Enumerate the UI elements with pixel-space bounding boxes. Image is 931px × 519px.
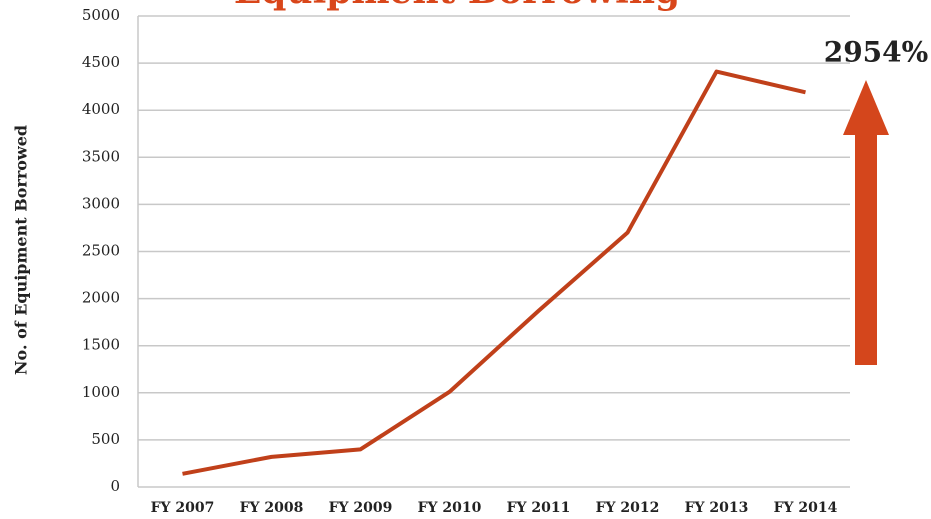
y-tick-label: 0 (110, 477, 120, 495)
arrow-shaft (855, 134, 877, 365)
y-tick-label: 4500 (82, 53, 120, 71)
data-line (182, 69, 806, 476)
x-tick-label: FY 2010 (418, 500, 482, 516)
y-tick-label: 2500 (82, 242, 120, 260)
chart-title: Equipment Borrowing (234, 0, 680, 12)
y-tick-label: 1500 (82, 336, 120, 354)
y-axis-title: No. of Equipment Borrowed (12, 125, 31, 375)
x-tick-label: FY 2008 (240, 500, 304, 516)
y-tick-label: 3500 (82, 147, 120, 165)
x-tick-label: FY 2014 (774, 500, 838, 516)
x-tick-label: FY 2011 (507, 500, 571, 516)
x-tick-label: FY 2012 (596, 500, 660, 516)
y-tick-label: 1000 (82, 383, 120, 401)
x-tick-label: FY 2009 (329, 500, 393, 516)
y-tick-label: 3000 (82, 194, 120, 212)
y-tick-label: 5000 (82, 6, 120, 24)
y-tick-label: 4000 (82, 100, 120, 118)
y-tick-label: 2000 (82, 289, 120, 307)
arrow (843, 80, 889, 365)
x-tick-label: FY 2007 (151, 500, 215, 516)
arrow-head (843, 80, 889, 135)
y-tick-label: 500 (91, 430, 120, 448)
x-tick-label: FY 2013 (685, 500, 749, 516)
